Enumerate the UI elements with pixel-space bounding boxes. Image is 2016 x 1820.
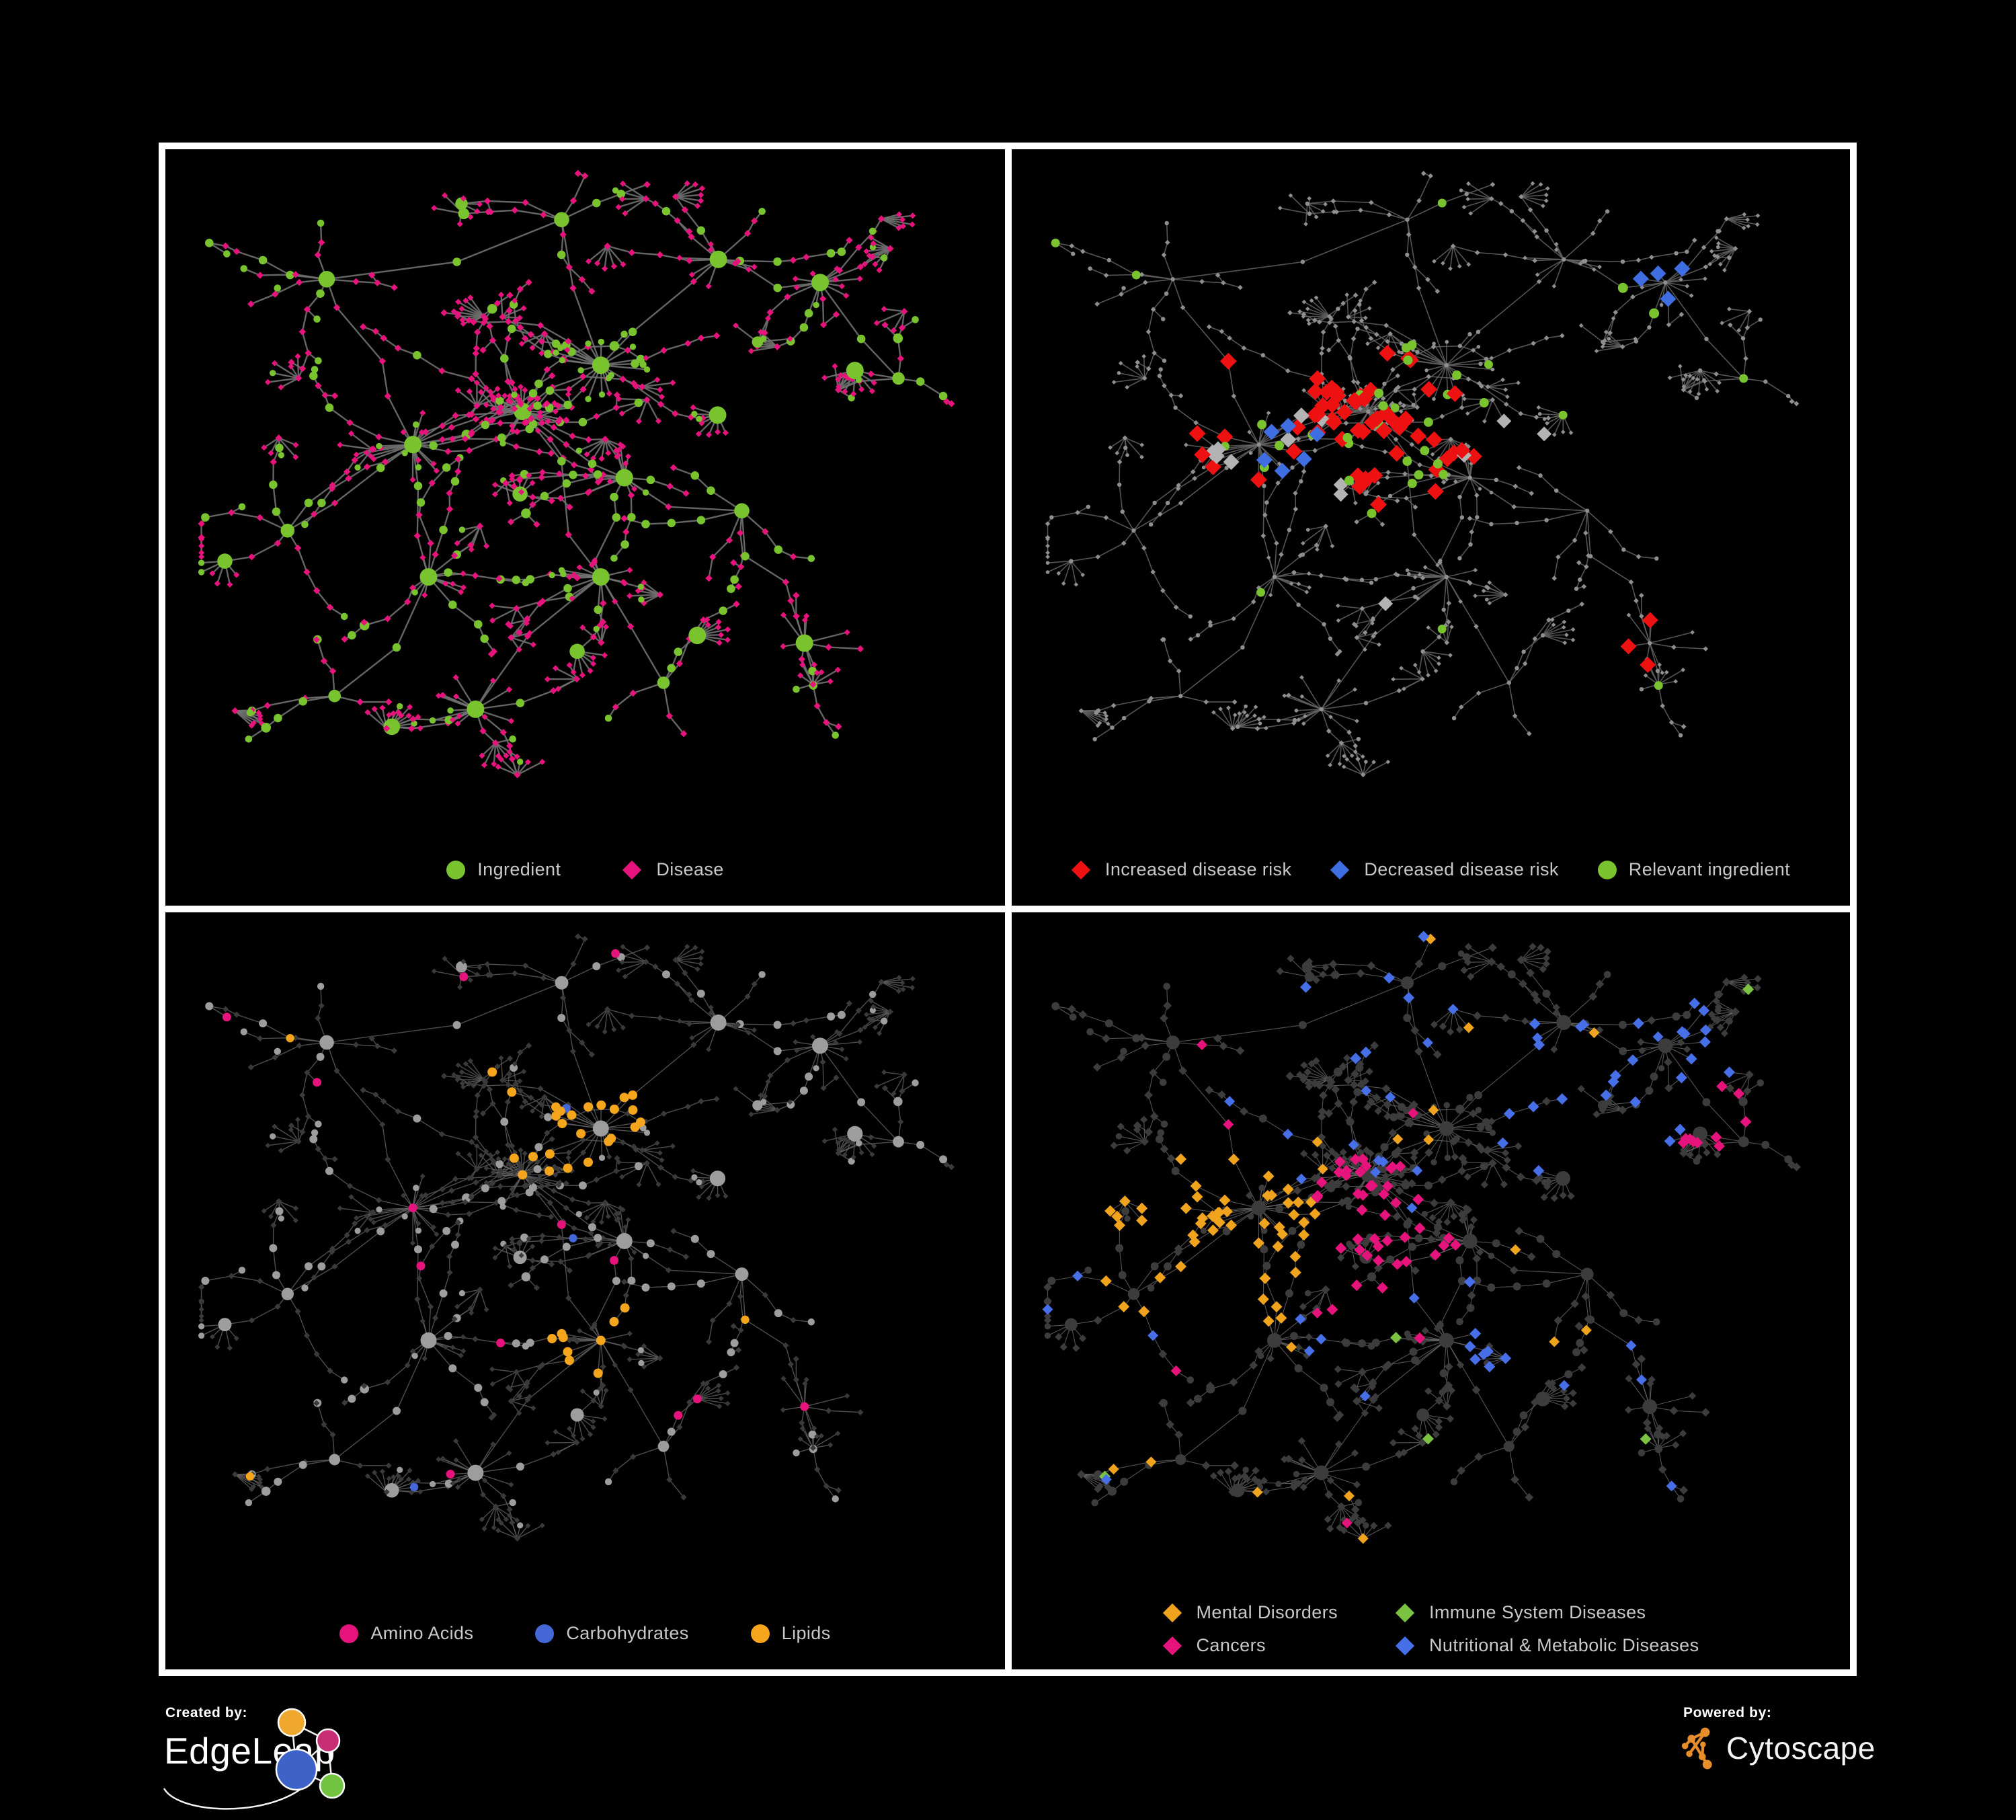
edgeleap-wordmark: EdgeLeap: [164, 1730, 335, 1772]
panels-frame: Ingredient Disease Increased disease risk…: [159, 143, 1857, 1676]
legend-ingredient-disease: Ingredient Disease: [165, 859, 1005, 880]
legend-marker-diamond-icon: [1395, 1636, 1415, 1655]
cytoscape-wordmark: Cytoscape: [1726, 1731, 1876, 1766]
legend-item-relevant-ingredient: Relevant ingredient: [1597, 859, 1791, 880]
legend-marker-diamond-icon: [1162, 1636, 1182, 1655]
legend-marker-circle-icon: [750, 1624, 770, 1643]
legend-label: Increased disease risk: [1104, 859, 1292, 879]
legend-label: Amino Acids: [370, 1623, 474, 1643]
created-by-label: Created by:: [165, 1705, 248, 1720]
footer: Created by: EdgeLeap Powered by: Cytosca…: [0, 1681, 2016, 1820]
legend-disease-risk: Increased disease risk Decreased disease …: [1012, 859, 1850, 880]
legend-label: Mental Disorders: [1196, 1602, 1338, 1622]
legend-label: Carbohydrates: [566, 1623, 689, 1643]
network-graph-disease-classes: [1042, 931, 1801, 1544]
legend-item-disease: Disease: [622, 859, 723, 880]
legend-label: Cancers: [1196, 1635, 1266, 1655]
legend-label: Immune System Diseases: [1429, 1602, 1646, 1622]
legend-marker-diamond-icon: [1162, 1603, 1182, 1622]
panel-disease-classes: Mental Disorders Immune System Diseases Ca…: [1012, 912, 1850, 1669]
network-graph-nutrient-classes: [198, 933, 955, 1542]
legend-label: Lipids: [781, 1623, 831, 1643]
legend-marker-circle-icon: [535, 1624, 555, 1643]
legend-marker-circle-icon: [446, 860, 466, 879]
legend-item-lipids: Lipids: [750, 1623, 831, 1644]
powered-by-label: Powered by:: [1683, 1705, 1772, 1720]
legend-marker-circle-icon: [1597, 860, 1617, 879]
legend-item-mental-disorders: Mental Disorders: [1162, 1602, 1338, 1623]
network-graph-disease-risk: [1045, 171, 1800, 778]
panel-nutrient-classes: Amino Acids Carbohydrates Lipids: [165, 912, 1005, 1669]
panel-ingredient-disease: Ingredient Disease: [165, 149, 1005, 906]
legend-marker-diamond-icon: [1071, 860, 1091, 879]
legend-label: Relevant ingredient: [1628, 859, 1791, 879]
legend-label: Decreased disease risk: [1364, 859, 1559, 879]
legend-item-immune-system-diseases: Immune System Diseases: [1395, 1602, 1699, 1623]
legend-marker-diamond-icon: [622, 860, 642, 879]
network-graph-ingredient-disease: [198, 169, 955, 779]
edgeleap-lockup: Created by: EdgeLeap: [159, 1702, 414, 1820]
legend-item-carbohydrates: Carbohydrates: [535, 1623, 688, 1644]
legend-item-nutritional-metabolic-diseases: Nutritional & Metabolic Diseases: [1395, 1635, 1699, 1656]
legend-item-decreased-disease-risk: Decreased disease risk: [1330, 859, 1558, 880]
legend-nutrient-classes: Amino Acids Carbohydrates Lipids: [165, 1623, 1005, 1644]
legend-item-amino-acids: Amino Acids: [339, 1623, 473, 1644]
legend-label: Disease: [656, 859, 724, 879]
legend-marker-diamond-icon: [1330, 860, 1350, 879]
legend-item-increased-disease-risk: Increased disease risk: [1071, 859, 1292, 880]
legend-label: Nutritional & Metabolic Diseases: [1429, 1635, 1699, 1655]
legend-marker-diamond-icon: [1395, 1603, 1415, 1622]
legend-label: Ingredient: [477, 859, 561, 879]
legend-marker-circle-icon: [339, 1624, 359, 1643]
legend-item-cancers: Cancers: [1162, 1635, 1338, 1656]
legend-item-ingredient: Ingredient: [446, 859, 561, 880]
cytoscape-logo-icon: [1681, 1727, 1712, 1770]
panel-disease-risk: Increased disease risk Decreased disease …: [1012, 149, 1850, 906]
cytoscape-lockup: Powered by: Cytoscape: [1675, 1702, 1958, 1820]
legend-disease-classes: Mental Disorders Immune System Diseases Ca…: [1012, 1602, 1850, 1656]
